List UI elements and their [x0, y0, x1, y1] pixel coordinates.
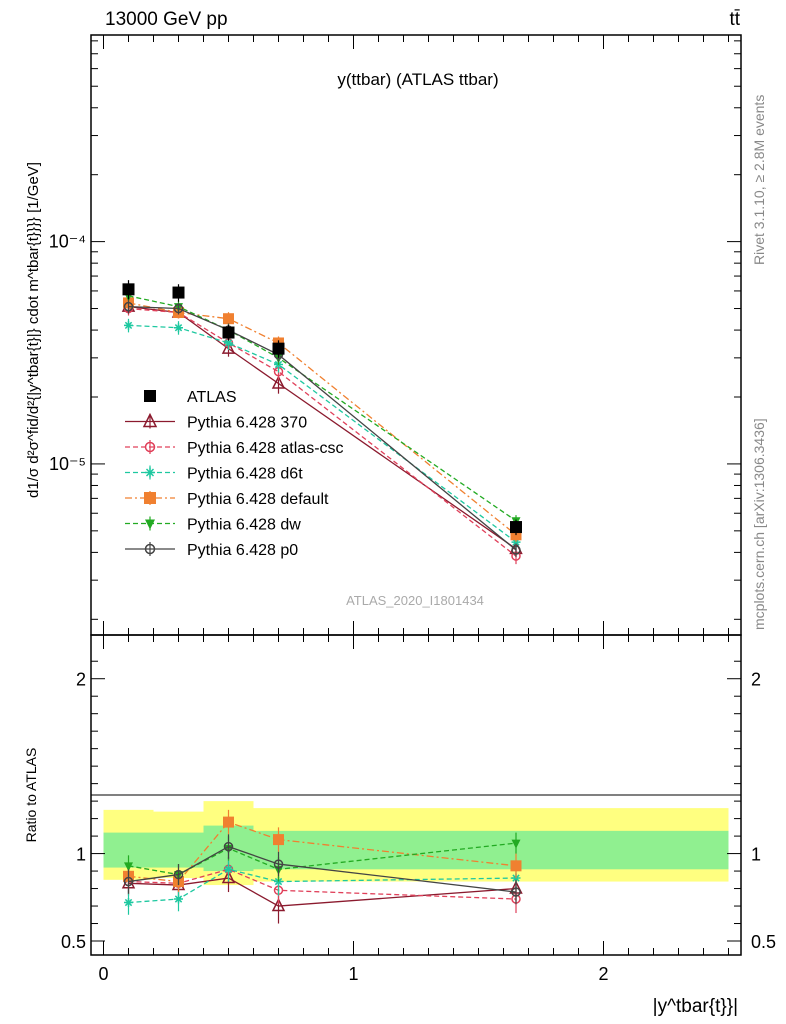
analysis-watermark: ATLAS_2020_I1801434: [346, 593, 484, 608]
ratio-y-tick-label-right: 2: [751, 670, 761, 690]
legend-item: Pythia 6.428 d6t: [125, 465, 303, 483]
ratio-y-tick-label: 2: [76, 670, 86, 690]
data-marker: [123, 876, 134, 887]
data-marker: [271, 375, 286, 389]
legend-label: Pythia 6.428 370: [187, 415, 307, 432]
series-6: [123, 300, 521, 558]
data-marker: [511, 839, 521, 849]
ratio-line: [128, 821, 517, 883]
data-marker: [174, 323, 183, 333]
y-ticks: 10⁻⁵ 10⁻⁴: [49, 35, 741, 635]
legend-label: Pythia 6.428 p0: [187, 542, 298, 559]
data-marker: [145, 467, 155, 478]
legend-item: Pythia 6.428 370: [125, 412, 307, 432]
data-marker: [223, 841, 234, 852]
process-label: 13000 GeV pp: [105, 9, 228, 30]
series-1: [121, 298, 523, 556]
data-marker: [172, 286, 185, 299]
legend-item: Pythia 6.428 atlas-csc: [125, 440, 344, 457]
ratio-y-tick-label: 1: [76, 845, 86, 865]
ratio-plot-frame: [90, 634, 742, 956]
data-marker: [271, 897, 286, 912]
data-marker: [124, 898, 133, 908]
data-marker: [223, 816, 234, 828]
legend-label: ATLAS: [187, 389, 237, 406]
rivet-version-label: Rivet 3.1.10, ≥ 2.8M events: [751, 95, 767, 265]
legend-label: Pythia 6.428 dw: [187, 517, 301, 534]
ratio-ticks: 0.5 0.5 1 1 2 2 0 1 2: [61, 635, 776, 984]
data-marker: [511, 545, 521, 555]
x-tick-label: 0: [98, 964, 108, 984]
data-marker: [273, 834, 284, 846]
ratio-y-tick-label-right: 0.5: [751, 932, 776, 952]
data-marker: [144, 492, 156, 504]
legend: ATLAS Pythia 6.428 370 Pythia 6.428 atlas-…: [125, 389, 344, 559]
uncertainty-bands: [103, 801, 729, 886]
ratio-line: [128, 868, 517, 900]
series-line: [128, 324, 517, 543]
data-marker: [221, 340, 236, 354]
data-marker: [224, 864, 233, 874]
ratio-y-tick-label: 0.5: [61, 932, 86, 952]
plot-title: y(ttbar) (ATLAS ttbar): [337, 70, 498, 89]
data-marker: [173, 303, 184, 314]
data-marker: [122, 283, 135, 296]
ratio-series-5: [123, 834, 521, 905]
final-state-label: tt̄: [729, 9, 740, 30]
data-marker: [511, 537, 521, 547]
data-marker: [144, 390, 156, 402]
ratio-line: [128, 877, 517, 907]
legend-label: Pythia 6.428 d6t: [187, 466, 303, 483]
data-marker: [142, 412, 158, 428]
data-marker: [224, 338, 233, 348]
data-marker: [123, 301, 134, 312]
legend-item: ATLAS: [144, 389, 237, 406]
x-axis-label: |y^tbar{t}}|: [653, 996, 738, 1017]
data-marker: [273, 859, 284, 869]
data-marker: [222, 326, 235, 339]
y-axis-label: d1/σ d²σ^fid/d²{|y^tbar{t}|} cdot m^tbar…: [25, 162, 42, 498]
series-3: [124, 318, 521, 550]
data-marker: [510, 521, 522, 534]
mcplots-label: mcplots.cern.ch [arXiv:1306.3436]: [751, 418, 767, 630]
data-marker: [174, 894, 183, 904]
ratio-y-tick-label-right: 1: [751, 845, 761, 865]
data-marker: [221, 869, 236, 884]
main-plot-panel: y(ttbar) (ATLAS ttbar) ATLAS_2020_I18014…: [25, 34, 742, 636]
data-marker: [144, 441, 156, 453]
x-tick-label: 1: [348, 964, 358, 984]
ratio-y-axis-label: Ratio to ATLAS: [23, 748, 39, 843]
y-tick-label: 10⁻⁴: [49, 232, 86, 252]
band-inner: [153, 832, 204, 868]
data-marker: [272, 342, 285, 355]
ratio-series-group: [121, 809, 523, 924]
legend-label: Pythia 6.428 atlas-csc: [187, 440, 344, 457]
series-2: [123, 302, 521, 565]
data-marker: [173, 869, 184, 880]
data-marker: [511, 887, 521, 897]
legend-label: Pythia 6.428 default: [187, 491, 329, 508]
data-marker: [145, 519, 155, 530]
data-marker: [510, 860, 522, 872]
data-marker: [144, 543, 156, 555]
series-0: [122, 280, 522, 536]
series-group: [121, 280, 523, 565]
legend-item: Pythia 6.428 p0: [125, 542, 298, 559]
data-marker: [223, 313, 234, 325]
legend-item: Pythia 6.428 dw: [125, 516, 301, 534]
legend-item: Pythia 6.428 default: [125, 491, 329, 508]
x-tick-label: 2: [598, 964, 608, 984]
data-marker: [124, 862, 133, 872]
ratio-plot-panel: 0.5 0.5 1 1 2 2 0 1 2 Ratio to ATLAS |y^tbar{t}}…: [23, 634, 776, 1017]
data-marker: [124, 320, 133, 330]
y-tick-label: 10⁻⁵: [49, 454, 86, 474]
